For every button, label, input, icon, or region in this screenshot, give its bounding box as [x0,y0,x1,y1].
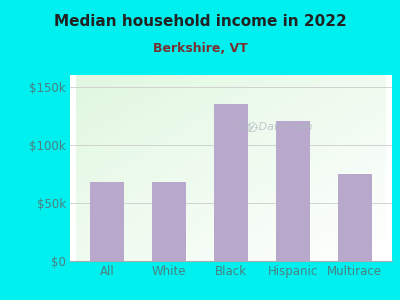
Bar [90,182,124,261]
Text: Berkshire, VT: Berkshire, VT [153,42,247,55]
Bar [338,174,372,261]
Bar [276,122,310,261]
Bar [152,182,186,261]
Bar [214,104,248,261]
Text: Median household income in 2022: Median household income in 2022 [54,14,346,28]
Text: ⊙: ⊙ [246,120,258,135]
Text: City-Data.com: City-Data.com [233,122,313,132]
